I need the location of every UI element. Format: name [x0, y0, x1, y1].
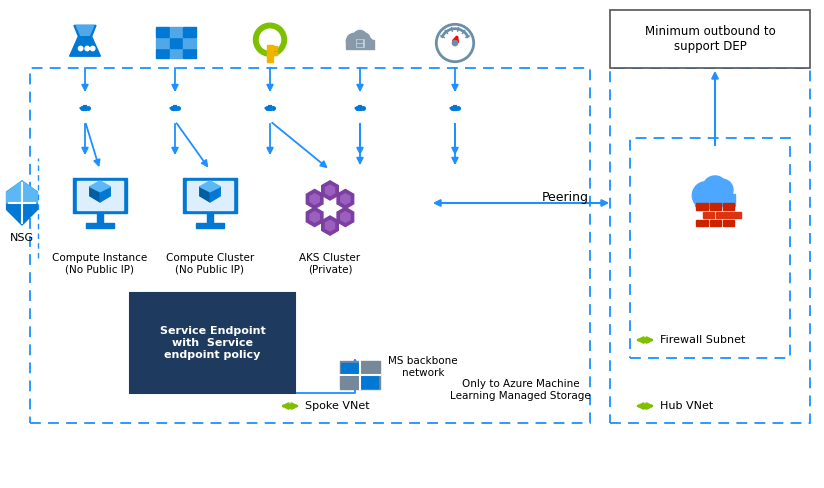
Bar	[723, 220, 734, 226]
Polygon shape	[90, 186, 100, 202]
Bar	[86, 223, 115, 228]
Polygon shape	[307, 207, 323, 226]
Bar	[184, 48, 196, 59]
Bar	[170, 48, 182, 59]
Text: Minimum outbound to
support DEP: Minimum outbound to support DEP	[644, 25, 775, 53]
Bar	[77, 181, 124, 210]
Text: MS backbone
network: MS backbone network	[388, 356, 457, 378]
Text: Firewall Subnet: Firewall Subnet	[660, 335, 746, 345]
Bar	[267, 45, 273, 61]
Bar	[610, 10, 810, 68]
Polygon shape	[7, 181, 37, 203]
Text: Spoke VNet: Spoke VNet	[305, 401, 370, 411]
Circle shape	[260, 29, 280, 50]
Polygon shape	[90, 181, 110, 192]
Bar	[170, 38, 182, 47]
Bar	[357, 40, 359, 42]
Polygon shape	[69, 25, 101, 56]
Bar	[716, 212, 728, 218]
Circle shape	[254, 23, 287, 56]
Bar	[156, 48, 169, 59]
Bar	[184, 38, 196, 47]
Circle shape	[353, 30, 367, 43]
Polygon shape	[337, 207, 353, 226]
Polygon shape	[321, 216, 339, 235]
Text: Only to Azure Machine
Learning Managed Storage: Only to Azure Machine Learning Managed S…	[450, 379, 591, 401]
Polygon shape	[210, 186, 220, 202]
Circle shape	[436, 24, 474, 61]
Bar	[709, 203, 721, 210]
Circle shape	[711, 179, 733, 201]
Bar	[360, 44, 363, 46]
Bar	[73, 178, 127, 213]
Polygon shape	[341, 212, 350, 222]
Bar	[346, 40, 374, 49]
Circle shape	[346, 33, 362, 49]
Circle shape	[452, 41, 457, 46]
Text: Peering: Peering	[541, 191, 588, 204]
Polygon shape	[337, 189, 353, 209]
Polygon shape	[199, 186, 210, 202]
Bar	[207, 212, 213, 224]
Bar	[340, 361, 380, 389]
Bar	[96, 212, 103, 224]
Polygon shape	[76, 25, 94, 35]
Bar	[195, 223, 224, 228]
Circle shape	[703, 176, 728, 201]
Polygon shape	[307, 189, 323, 209]
Bar	[170, 27, 182, 37]
Bar	[361, 376, 378, 388]
Bar	[729, 212, 741, 218]
Circle shape	[692, 182, 719, 209]
Text: Compute Cluster
(No Public IP): Compute Cluster (No Public IP)	[166, 253, 254, 275]
Circle shape	[91, 46, 95, 51]
Polygon shape	[341, 194, 350, 204]
Bar	[610, 68, 810, 423]
Bar	[696, 203, 708, 210]
Bar	[695, 194, 735, 206]
Bar	[723, 203, 734, 210]
Circle shape	[85, 46, 89, 51]
Polygon shape	[310, 194, 319, 204]
Bar	[272, 46, 277, 50]
Bar	[630, 138, 790, 358]
Polygon shape	[7, 181, 37, 225]
Text: Hub VNet: Hub VNet	[660, 401, 714, 411]
Bar	[187, 181, 233, 210]
Bar	[360, 40, 363, 42]
Bar	[156, 38, 169, 47]
Text: Compute Instance
(No Public IP): Compute Instance (No Public IP)	[53, 253, 147, 275]
Polygon shape	[100, 186, 110, 202]
Bar	[184, 27, 196, 37]
Bar	[156, 27, 169, 37]
Bar	[696, 220, 708, 226]
Text: AKS Cluster
(Private): AKS Cluster (Private)	[299, 253, 361, 275]
Bar	[130, 293, 295, 393]
Polygon shape	[199, 181, 220, 192]
Bar	[30, 68, 590, 423]
Circle shape	[358, 33, 370, 45]
Bar	[341, 364, 358, 375]
Text: Service Endpoint
with  Service
endpoint policy: Service Endpoint with Service endpoint p…	[160, 326, 265, 360]
Bar	[703, 212, 714, 218]
Polygon shape	[325, 185, 335, 196]
Polygon shape	[321, 181, 339, 200]
Polygon shape	[325, 220, 335, 231]
Bar	[355, 38, 365, 48]
Circle shape	[363, 38, 373, 48]
Circle shape	[78, 46, 82, 51]
Bar	[183, 178, 237, 213]
Bar	[272, 52, 277, 55]
Polygon shape	[310, 212, 319, 222]
Text: NSG: NSG	[10, 233, 34, 243]
Bar	[709, 220, 721, 226]
Bar	[357, 44, 359, 46]
